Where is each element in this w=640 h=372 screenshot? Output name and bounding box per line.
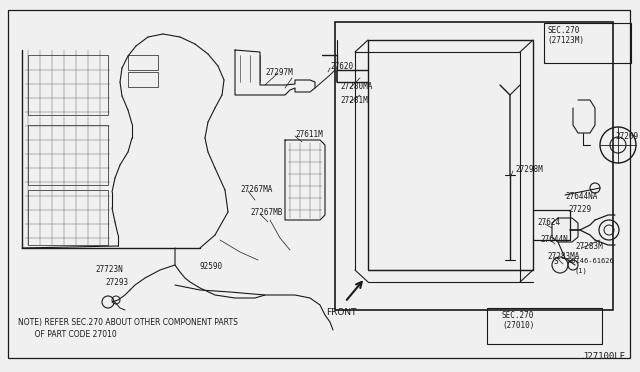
Text: 27298M: 27298M <box>515 165 543 174</box>
Bar <box>128 55 158 70</box>
Text: 27209: 27209 <box>615 132 638 141</box>
Text: NOTE) REFER SEC.270 ABOUT OTHER COMPONENT PARTS: NOTE) REFER SEC.270 ABOUT OTHER COMPONEN… <box>18 318 238 327</box>
Text: SEC.270: SEC.270 <box>547 26 579 35</box>
Text: J27100LF: J27100LF <box>582 352 625 361</box>
Bar <box>28 125 108 185</box>
Text: 27280MA: 27280MA <box>340 82 372 91</box>
Text: 27624: 27624 <box>537 218 560 227</box>
Text: 27297M: 27297M <box>265 68 292 77</box>
Text: 27267MB: 27267MB <box>250 208 282 217</box>
Text: 27644NA: 27644NA <box>565 192 597 201</box>
Bar <box>368 40 533 270</box>
Text: 27723N: 27723N <box>95 265 123 274</box>
Text: 27283MA: 27283MA <box>547 252 579 261</box>
Bar <box>487 308 602 344</box>
Text: FRONT: FRONT <box>326 308 356 317</box>
Text: 27620: 27620 <box>330 62 353 71</box>
Text: 27283M: 27283M <box>575 242 603 251</box>
Text: (27123M): (27123M) <box>547 36 584 45</box>
Text: (27010): (27010) <box>502 321 534 330</box>
Text: 27281M: 27281M <box>340 96 368 105</box>
Text: 27293: 27293 <box>105 278 128 287</box>
Bar <box>335 22 613 310</box>
Bar <box>28 190 108 245</box>
Text: S: S <box>554 257 558 266</box>
Text: 08146-61626: 08146-61626 <box>568 258 615 264</box>
Text: (1): (1) <box>574 268 587 275</box>
Text: 27611M: 27611M <box>295 130 323 139</box>
Text: SEC.270: SEC.270 <box>502 311 534 320</box>
Bar <box>544 23 631 63</box>
Text: 92590: 92590 <box>200 262 223 271</box>
Text: 27644N: 27644N <box>540 235 568 244</box>
Bar <box>28 55 108 115</box>
Text: 27267MA: 27267MA <box>240 185 273 194</box>
Text: OF PART CODE 27010: OF PART CODE 27010 <box>18 330 116 339</box>
Bar <box>128 72 158 87</box>
Text: 27229: 27229 <box>568 205 591 214</box>
